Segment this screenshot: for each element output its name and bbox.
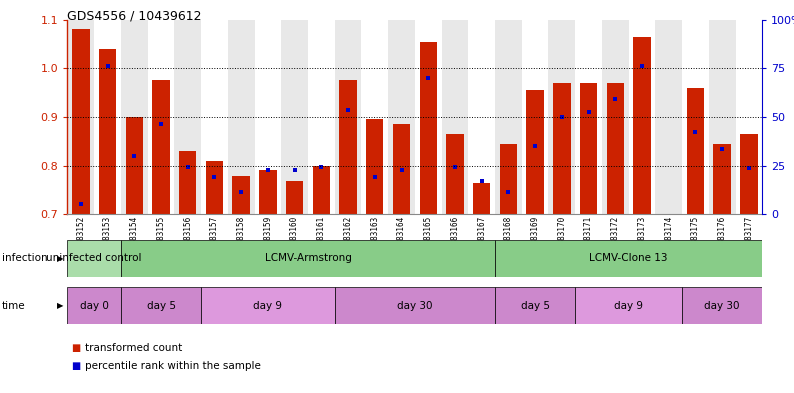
- Bar: [72, 29, 90, 214]
- Bar: [393, 124, 410, 214]
- Bar: [499, 144, 517, 214]
- Text: GDS4556 / 10439612: GDS4556 / 10439612: [67, 10, 202, 23]
- Bar: [335, 287, 495, 324]
- Bar: [366, 119, 384, 214]
- Bar: [549, 20, 575, 214]
- Text: day 30: day 30: [704, 301, 740, 310]
- Bar: [175, 20, 201, 214]
- Bar: [629, 20, 655, 214]
- Bar: [495, 20, 522, 214]
- Bar: [206, 161, 223, 214]
- Bar: [201, 287, 335, 324]
- Bar: [522, 20, 549, 214]
- Bar: [201, 20, 228, 214]
- Bar: [335, 20, 361, 214]
- Bar: [286, 181, 303, 214]
- Bar: [94, 20, 121, 214]
- Text: uninfected control: uninfected control: [47, 253, 142, 263]
- Text: day 0: day 0: [79, 301, 109, 310]
- Bar: [228, 20, 255, 214]
- Text: day 5: day 5: [521, 301, 549, 310]
- Bar: [148, 20, 175, 214]
- Text: day 9: day 9: [253, 301, 283, 310]
- Bar: [152, 81, 170, 214]
- Bar: [468, 20, 495, 214]
- Bar: [714, 144, 730, 214]
- Bar: [687, 88, 704, 214]
- Bar: [602, 20, 629, 214]
- Bar: [495, 287, 575, 324]
- Bar: [281, 20, 308, 214]
- Bar: [495, 240, 762, 277]
- Text: ▶: ▶: [57, 254, 64, 263]
- Bar: [361, 20, 388, 214]
- Bar: [121, 287, 201, 324]
- Text: day 5: day 5: [147, 301, 175, 310]
- Bar: [67, 20, 94, 214]
- Bar: [99, 49, 116, 214]
- Text: percentile rank within the sample: percentile rank within the sample: [85, 361, 261, 371]
- Text: time: time: [2, 301, 25, 310]
- Bar: [233, 176, 250, 214]
- Bar: [709, 20, 735, 214]
- Bar: [339, 81, 357, 214]
- Bar: [575, 20, 602, 214]
- Bar: [682, 287, 762, 324]
- Bar: [655, 20, 682, 214]
- Bar: [313, 165, 330, 214]
- Bar: [121, 240, 495, 277]
- Text: ■: ■: [71, 343, 81, 353]
- Bar: [67, 287, 121, 324]
- Bar: [125, 117, 143, 214]
- Bar: [255, 20, 281, 214]
- Bar: [575, 287, 682, 324]
- Bar: [526, 90, 544, 214]
- Text: infection: infection: [2, 253, 47, 263]
- Bar: [121, 20, 148, 214]
- Bar: [735, 20, 762, 214]
- Bar: [259, 171, 276, 214]
- Bar: [634, 37, 650, 214]
- Text: ■: ■: [71, 361, 81, 371]
- Bar: [740, 134, 757, 214]
- Bar: [682, 20, 709, 214]
- Bar: [553, 83, 571, 214]
- Bar: [580, 83, 597, 214]
- Text: LCMV-Clone 13: LCMV-Clone 13: [589, 253, 668, 263]
- Text: day 9: day 9: [614, 301, 643, 310]
- Bar: [179, 151, 196, 214]
- Text: ▶: ▶: [57, 301, 64, 310]
- Text: day 30: day 30: [397, 301, 433, 310]
- Bar: [607, 83, 624, 214]
- Text: LCMV-Armstrong: LCMV-Armstrong: [264, 253, 352, 263]
- Bar: [446, 134, 464, 214]
- Bar: [414, 20, 441, 214]
- Bar: [419, 42, 437, 214]
- Bar: [67, 240, 121, 277]
- Bar: [473, 183, 491, 214]
- Bar: [441, 20, 468, 214]
- Bar: [308, 20, 335, 214]
- Text: transformed count: transformed count: [85, 343, 182, 353]
- Bar: [388, 20, 414, 214]
